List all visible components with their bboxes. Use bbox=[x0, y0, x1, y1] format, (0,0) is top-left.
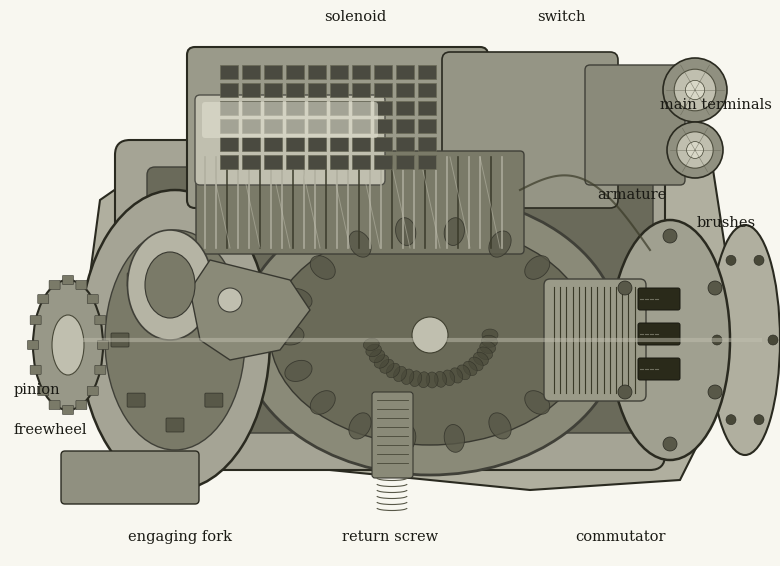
FancyBboxPatch shape bbox=[308, 101, 326, 115]
FancyBboxPatch shape bbox=[308, 83, 326, 97]
FancyBboxPatch shape bbox=[196, 151, 524, 254]
FancyBboxPatch shape bbox=[330, 83, 348, 97]
Polygon shape bbox=[80, 100, 730, 490]
FancyBboxPatch shape bbox=[187, 47, 488, 208]
Ellipse shape bbox=[363, 338, 379, 350]
FancyBboxPatch shape bbox=[352, 101, 370, 115]
FancyBboxPatch shape bbox=[49, 401, 60, 410]
FancyBboxPatch shape bbox=[330, 137, 348, 151]
FancyBboxPatch shape bbox=[220, 155, 238, 169]
FancyBboxPatch shape bbox=[374, 155, 392, 169]
Text: main terminals: main terminals bbox=[660, 98, 772, 112]
FancyBboxPatch shape bbox=[87, 387, 98, 396]
FancyBboxPatch shape bbox=[286, 137, 304, 151]
Ellipse shape bbox=[395, 218, 416, 246]
Ellipse shape bbox=[127, 230, 212, 340]
FancyBboxPatch shape bbox=[264, 155, 282, 169]
Text: engaging fork: engaging fork bbox=[128, 530, 232, 544]
FancyBboxPatch shape bbox=[30, 316, 41, 325]
Ellipse shape bbox=[105, 230, 245, 450]
Ellipse shape bbox=[310, 256, 335, 280]
Ellipse shape bbox=[482, 329, 498, 341]
FancyBboxPatch shape bbox=[308, 119, 326, 133]
Ellipse shape bbox=[380, 359, 394, 374]
Ellipse shape bbox=[426, 372, 438, 388]
FancyBboxPatch shape bbox=[195, 95, 385, 185]
Ellipse shape bbox=[548, 361, 575, 381]
FancyBboxPatch shape bbox=[374, 101, 392, 115]
Ellipse shape bbox=[686, 142, 704, 158]
Ellipse shape bbox=[548, 289, 575, 310]
Ellipse shape bbox=[270, 225, 590, 445]
Ellipse shape bbox=[677, 132, 713, 168]
FancyBboxPatch shape bbox=[286, 155, 304, 169]
FancyBboxPatch shape bbox=[638, 323, 680, 345]
Ellipse shape bbox=[556, 325, 584, 345]
FancyBboxPatch shape bbox=[418, 101, 436, 115]
Ellipse shape bbox=[444, 218, 464, 246]
Circle shape bbox=[663, 229, 677, 243]
Circle shape bbox=[726, 255, 736, 265]
Ellipse shape bbox=[667, 122, 723, 178]
FancyBboxPatch shape bbox=[418, 83, 436, 97]
Ellipse shape bbox=[366, 344, 381, 357]
FancyBboxPatch shape bbox=[330, 155, 348, 169]
FancyBboxPatch shape bbox=[585, 65, 685, 185]
Ellipse shape bbox=[686, 80, 704, 100]
FancyBboxPatch shape bbox=[352, 119, 370, 133]
FancyBboxPatch shape bbox=[76, 401, 87, 410]
Ellipse shape bbox=[410, 371, 422, 387]
Ellipse shape bbox=[401, 369, 414, 384]
FancyBboxPatch shape bbox=[374, 137, 392, 151]
FancyBboxPatch shape bbox=[264, 65, 282, 79]
FancyBboxPatch shape bbox=[396, 101, 414, 115]
FancyBboxPatch shape bbox=[27, 341, 38, 349]
Ellipse shape bbox=[386, 363, 400, 378]
Circle shape bbox=[708, 385, 722, 399]
FancyBboxPatch shape bbox=[242, 101, 260, 115]
FancyBboxPatch shape bbox=[264, 101, 282, 115]
Circle shape bbox=[412, 317, 448, 353]
FancyBboxPatch shape bbox=[87, 294, 98, 303]
Ellipse shape bbox=[489, 413, 511, 439]
FancyBboxPatch shape bbox=[308, 137, 326, 151]
Text: brushes: brushes bbox=[697, 216, 756, 230]
Ellipse shape bbox=[457, 365, 470, 380]
FancyBboxPatch shape bbox=[62, 405, 73, 414]
FancyBboxPatch shape bbox=[418, 119, 436, 133]
FancyBboxPatch shape bbox=[111, 333, 129, 347]
FancyBboxPatch shape bbox=[95, 316, 106, 325]
FancyBboxPatch shape bbox=[352, 65, 370, 79]
Circle shape bbox=[712, 335, 722, 345]
Circle shape bbox=[754, 415, 764, 424]
FancyBboxPatch shape bbox=[242, 119, 260, 133]
FancyBboxPatch shape bbox=[242, 65, 260, 79]
FancyBboxPatch shape bbox=[49, 280, 60, 289]
Text: armature: armature bbox=[597, 188, 666, 202]
FancyBboxPatch shape bbox=[242, 137, 260, 151]
FancyBboxPatch shape bbox=[202, 102, 378, 138]
FancyBboxPatch shape bbox=[330, 101, 348, 115]
Ellipse shape bbox=[285, 361, 312, 381]
FancyBboxPatch shape bbox=[286, 119, 304, 133]
FancyBboxPatch shape bbox=[115, 140, 665, 470]
Ellipse shape bbox=[393, 366, 406, 381]
FancyBboxPatch shape bbox=[352, 137, 370, 151]
Ellipse shape bbox=[240, 195, 620, 475]
Ellipse shape bbox=[434, 371, 446, 387]
FancyBboxPatch shape bbox=[286, 101, 304, 115]
Ellipse shape bbox=[525, 391, 550, 414]
FancyBboxPatch shape bbox=[396, 83, 414, 97]
FancyBboxPatch shape bbox=[220, 119, 238, 133]
Ellipse shape bbox=[52, 315, 84, 375]
Ellipse shape bbox=[489, 231, 511, 257]
Ellipse shape bbox=[370, 350, 385, 363]
Ellipse shape bbox=[33, 280, 103, 410]
FancyBboxPatch shape bbox=[374, 65, 392, 79]
Circle shape bbox=[618, 281, 632, 295]
FancyBboxPatch shape bbox=[37, 294, 49, 303]
FancyBboxPatch shape bbox=[76, 280, 87, 289]
Circle shape bbox=[663, 437, 677, 451]
Ellipse shape bbox=[674, 69, 716, 111]
